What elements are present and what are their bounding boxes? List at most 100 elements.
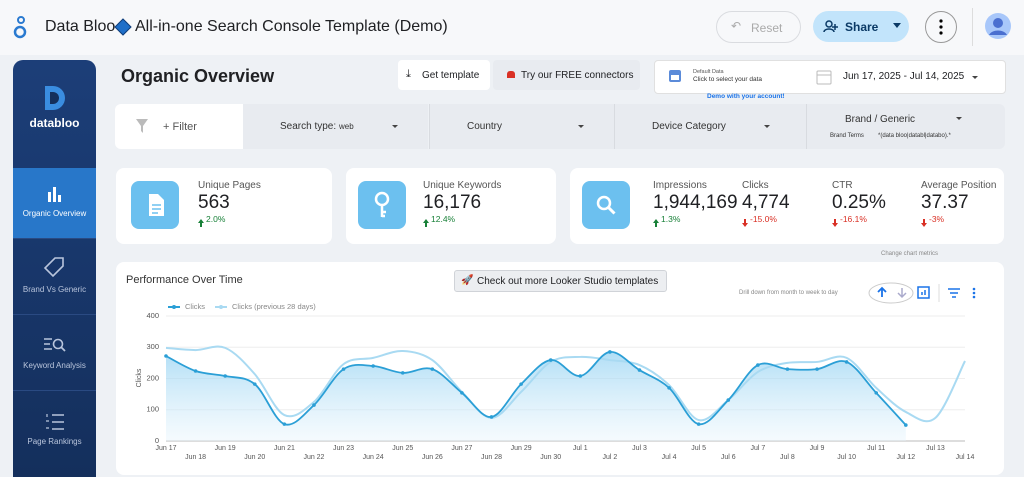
legend-label: Clicks <box>185 302 205 311</box>
x-tick-label: Jun 26 <box>422 454 443 461</box>
data-point <box>164 354 168 358</box>
kpi-change: 12.4% <box>431 214 456 224</box>
x-tick-label: Jun 23 <box>333 445 354 452</box>
legend-dot <box>172 305 176 309</box>
area <box>166 351 906 441</box>
page-title: Organic Overview <box>121 66 275 86</box>
kpi-trend-arrow <box>832 214 838 227</box>
y-tick-label: 200 <box>146 373 159 382</box>
nav-label: Brand Vs Generic <box>22 285 87 294</box>
x-tick-label: Jun 25 <box>392 445 413 452</box>
x-tick-label: Jun 28 <box>481 454 502 461</box>
kpi-trend-arrow <box>423 214 429 227</box>
data-point <box>667 386 671 390</box>
reset-label: Reset <box>751 21 783 35</box>
x-tick-label: Jun 29 <box>511 445 532 452</box>
y-axis-label: Clicks <box>136 368 143 387</box>
connectors-button[interactable]: Try our FREE connectors <box>493 60 640 90</box>
kpi-label: Average Position <box>921 180 997 191</box>
x-tick-label: Jun 20 <box>244 454 265 461</box>
dropdown-label: Search type: <box>280 121 337 132</box>
data-point <box>548 358 553 362</box>
x-tick-label: Jul 11 <box>867 445 885 452</box>
share-icon <box>823 20 838 33</box>
x-tick-label: Jul 9 <box>810 445 825 452</box>
x-tick-label: Jun 30 <box>540 454 561 461</box>
share-button[interactable]: Share <box>813 11 909 42</box>
data-point <box>312 403 316 407</box>
metrics-button[interactable] <box>917 286 930 299</box>
data-point <box>874 391 879 395</box>
sidebar: databloo Organic Overview Brand Vs Gener… <box>13 60 96 477</box>
x-tick-label: Jul 6 <box>721 454 736 461</box>
search-type-dropdown[interactable]: Search type: web <box>243 104 428 149</box>
x-tick-label: Jul 5 <box>691 445 706 452</box>
sidebar-logo-icon <box>45 86 65 110</box>
drill-up[interactable] <box>877 286 887 297</box>
logo-icon <box>13 16 27 39</box>
diamond <box>114 18 132 36</box>
data-point <box>578 374 583 378</box>
more-button[interactable] <box>925 11 957 43</box>
avatar[interactable] <box>985 13 1011 39</box>
filter-button[interactable]: + Filter <box>115 104 243 149</box>
reset-button[interactable]: Reset ↶ <box>716 11 801 43</box>
device-dropdown[interactable]: Device Category <box>614 104 806 149</box>
nav-item[interactable]: Page Rankings <box>13 390 96 466</box>
siren-icon <box>507 71 515 78</box>
kpi-card <box>116 168 332 244</box>
nav-label: Keyword Analysis <box>23 361 86 370</box>
share-label: Share <box>845 20 879 34</box>
series-line <box>165 345 966 423</box>
drill-down[interactable] <box>897 288 907 299</box>
country-dropdown[interactable]: Country <box>429 104 614 149</box>
chart-controls <box>868 282 976 304</box>
dropdown-label: Device Category <box>652 121 726 132</box>
divider <box>972 8 973 46</box>
filter-icon[interactable] <box>948 288 960 298</box>
kpi-value: 1,944,169 <box>653 192 738 213</box>
data-point <box>815 367 819 371</box>
x-tick-label: Jun 19 <box>215 445 236 452</box>
nav-item[interactable]: Brand Vs Generic <box>13 238 96 315</box>
brand-dropdown[interactable]: Brand / Generic Brand Terms *(data bloo|da… <box>806 104 1005 149</box>
drill-hint: Drill down from month to week to day <box>739 290 838 296</box>
reset-icon: ↶ <box>731 19 742 33</box>
data-point <box>637 368 642 372</box>
chart-title: Performance Over Time <box>126 274 243 286</box>
x-tick-label: Jul 10 <box>837 454 856 461</box>
date-caret <box>972 76 978 79</box>
nav-item[interactable]: Keyword Analysis <box>13 314 96 391</box>
kpi-value: 4,774 <box>742 192 790 213</box>
filter-label: + Filter <box>163 121 197 133</box>
get-template-button[interactable]: ⤓ Get template <box>398 60 490 90</box>
kpi-change: -16.1% <box>840 214 867 224</box>
x-tick-label: Jul 3 <box>632 445 647 452</box>
x-tick-label: Jun 17 <box>155 445 176 452</box>
kpi-trend-arrow <box>653 214 659 227</box>
kpi-label: Unique Pages <box>198 180 261 191</box>
data-point <box>223 374 227 378</box>
brand-terms-value: *(data bloo|databl|databo).* <box>878 133 951 139</box>
legend-label: Clicks (previous 28 days) <box>232 302 316 311</box>
x-tick-label: Jul 4 <box>662 454 677 461</box>
kpi-label: Clicks <box>742 180 769 191</box>
series-line <box>165 351 907 426</box>
brand-terms-label: Brand Terms <box>830 133 864 139</box>
templates-button[interactable]: 🚀 Check out more Looker Studio templates <box>454 270 667 292</box>
data-control[interactable]: Default Data Click to select your data J… <box>654 60 1006 94</box>
data-point <box>904 423 908 427</box>
dropdown-value: web <box>339 122 354 131</box>
kpi-value: 37.37 <box>921 192 969 213</box>
data-point <box>726 398 731 402</box>
connectors-label: Try our FREE connectors <box>521 70 634 81</box>
dropdown-label: Country <box>467 121 503 132</box>
kpi-label: Impressions <box>653 180 707 191</box>
kpi-value: 16,176 <box>423 192 482 213</box>
data-point <box>519 382 523 386</box>
kpi-trend-arrow <box>921 214 927 227</box>
nav-item[interactable]: Organic Overview <box>13 168 96 239</box>
x-tick-label: Jul 8 <box>780 454 795 461</box>
